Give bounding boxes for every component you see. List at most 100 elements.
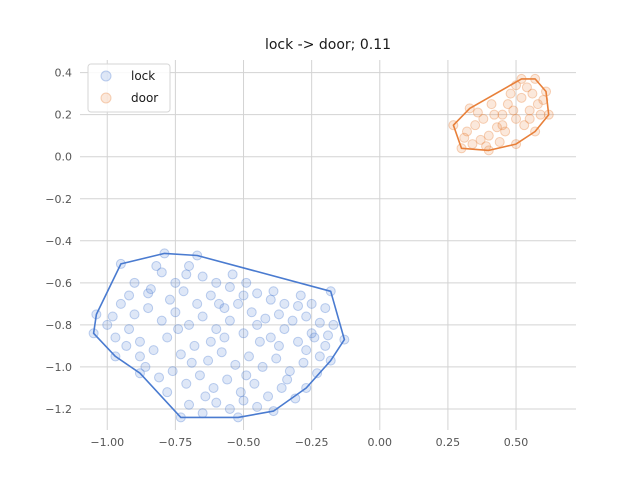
data-point-door	[521, 82, 532, 93]
data-point-door	[508, 105, 519, 116]
data-point-lock	[211, 277, 222, 288]
data-point-lock	[194, 370, 205, 381]
hull-outline-door	[452, 78, 550, 152]
data-point-door	[502, 99, 513, 110]
data-point-lock	[219, 303, 230, 314]
data-point-lock	[197, 311, 208, 322]
data-point-lock	[208, 382, 219, 393]
data-point-lock	[254, 336, 265, 347]
data-point-lock	[181, 378, 192, 389]
x-axis: −1.00 −0.75 −0.50 −0.25 0.00 0.25 0.50	[90, 436, 528, 449]
y-tick-label: −1.2	[45, 403, 72, 416]
data-point-lock	[312, 368, 323, 379]
data-point-lock	[162, 332, 173, 343]
data-point-lock	[197, 271, 208, 282]
data-point-door	[491, 122, 502, 133]
y-tick-label: 0.0	[55, 151, 73, 164]
data-point-lock	[115, 298, 126, 309]
data-point-lock	[301, 345, 312, 356]
data-point-lock	[249, 378, 260, 389]
data-point-door	[494, 136, 505, 147]
data-point-lock	[216, 347, 227, 358]
data-point-lock	[102, 319, 113, 330]
data-point-lock	[306, 298, 317, 309]
data-point-lock	[301, 311, 312, 322]
y-axis: 0.4 0.2 0.0 −0.2 −0.4 −0.6 −0.8 −1.0 −1.2	[45, 67, 72, 416]
data-point-lock	[167, 366, 178, 377]
data-point-lock	[268, 286, 279, 297]
data-point-lock	[129, 277, 140, 288]
data-point-lock	[162, 387, 173, 398]
data-point-lock	[241, 370, 252, 381]
series-layer	[88, 73, 554, 423]
data-point-lock	[184, 399, 195, 410]
data-point-door	[524, 105, 535, 116]
data-point-lock	[156, 315, 167, 326]
data-point-lock	[238, 395, 249, 406]
data-point-door	[505, 88, 516, 99]
y-tick-label: −0.6	[45, 277, 72, 290]
data-point-lock	[181, 269, 192, 280]
data-point-door	[524, 113, 535, 124]
legend-marker-lock	[100, 70, 112, 82]
data-point-door	[519, 120, 530, 131]
legend: lock door	[87, 63, 171, 113]
data-point-door	[461, 126, 472, 137]
data-point-door	[459, 132, 470, 143]
data-point-lock	[309, 332, 320, 343]
data-point-door	[467, 139, 478, 150]
data-point-lock	[320, 303, 331, 314]
data-point-lock	[235, 387, 246, 398]
x-tick-label: 0.25	[436, 436, 461, 449]
data-point-door	[538, 94, 549, 105]
data-point-lock	[273, 340, 284, 351]
data-point-lock	[323, 330, 333, 341]
data-point-door	[500, 126, 511, 137]
data-point-lock	[230, 359, 241, 370]
data-point-lock	[224, 282, 235, 293]
data-point-lock	[276, 382, 287, 393]
data-point-lock	[263, 391, 274, 402]
data-point-lock	[175, 349, 186, 360]
data-point-door	[535, 109, 546, 120]
data-point-door	[478, 113, 489, 124]
hull-outline-lock	[92, 252, 346, 419]
data-point-lock	[320, 340, 331, 351]
series-lock	[88, 248, 350, 423]
data-point-lock	[121, 340, 132, 351]
data-point-lock	[211, 324, 222, 335]
data-point-lock	[186, 357, 197, 368]
series-door	[448, 73, 554, 156]
data-point-lock	[184, 261, 195, 272]
data-point-lock	[200, 391, 211, 402]
data-point-lock	[293, 336, 304, 347]
legend-box	[87, 63, 171, 113]
data-point-lock	[170, 307, 181, 318]
y-tick-label: 0.2	[55, 109, 73, 122]
x-tick-label: −0.75	[159, 436, 193, 449]
data-point-lock	[192, 298, 203, 309]
x-tick-label: 0.50	[504, 436, 529, 449]
data-point-door	[497, 120, 508, 131]
data-point-lock	[233, 298, 244, 309]
data-point-lock	[134, 336, 145, 347]
data-point-lock	[189, 340, 200, 351]
data-point-lock	[252, 288, 263, 299]
data-point-lock	[178, 286, 189, 297]
x-tick-label: −0.50	[227, 436, 261, 449]
data-point-lock	[129, 309, 140, 320]
data-point-lock	[219, 332, 230, 343]
legend-label-lock: lock	[131, 69, 155, 83]
data-point-lock	[252, 401, 263, 412]
data-point-lock	[145, 284, 156, 295]
data-point-lock	[154, 372, 165, 383]
data-point-lock	[205, 290, 216, 301]
data-point-lock	[140, 361, 151, 372]
data-point-door	[516, 92, 527, 103]
data-point-lock	[238, 328, 249, 339]
data-point-lock	[265, 332, 276, 343]
data-point-lock	[252, 319, 263, 330]
data-point-lock	[284, 366, 295, 377]
data-point-lock	[151, 261, 162, 272]
